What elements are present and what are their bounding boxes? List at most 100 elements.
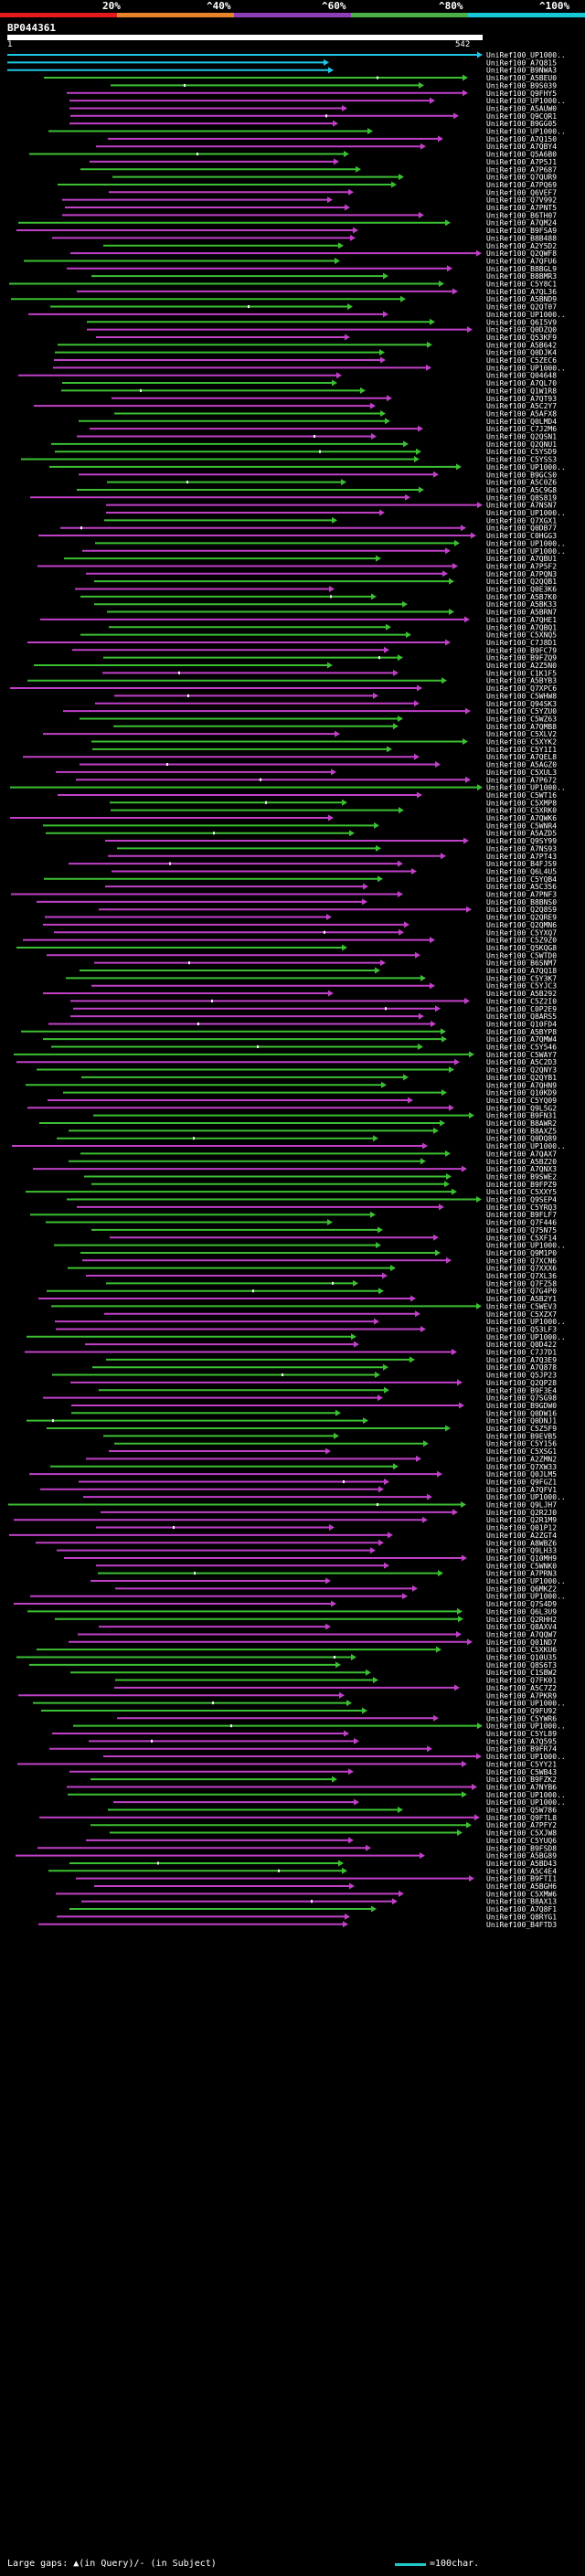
- hit-row[interactable]: UniRef100_Q5KQG8: [16, 944, 557, 952]
- hit-row[interactable]: UniRef100_Q9LH33: [57, 1547, 557, 1555]
- hit-label[interactable]: UniRef100_B9SWE2: [486, 1172, 557, 1181]
- hit-label[interactable]: UniRef100_A5BG89: [486, 1852, 557, 1860]
- hit-row[interactable]: UniRef100_C5YXQ7: [54, 928, 557, 937]
- hit-label[interactable]: UniRef100_UP1000..: [486, 311, 566, 319]
- hit-row[interactable]: UniRef100_UP1000..: [83, 1493, 566, 1501]
- hit-label[interactable]: UniRef100_C5XF14: [486, 1234, 557, 1242]
- hit-label[interactable]: UniRef100_A7P672: [486, 776, 557, 784]
- hit-label[interactable]: UniRef100_B9FPZ9: [486, 1181, 557, 1189]
- hit-label[interactable]: UniRef100_B8BMR3: [486, 272, 557, 281]
- hit-label[interactable]: UniRef100_B9GG05: [486, 120, 557, 128]
- hit-label[interactable]: UniRef100_A5BD43: [486, 1860, 557, 1868]
- hit-row[interactable]: UniRef100_B9GG05: [69, 120, 557, 128]
- hit-row[interactable]: UniRef100_Q7F446: [46, 1219, 557, 1227]
- hit-row[interactable]: UniRef100_A7P672: [76, 776, 557, 784]
- hit-label[interactable]: UniRef100_Q01ND7: [486, 1638, 557, 1647]
- hit-row[interactable]: UniRef100_C0HGG3: [38, 532, 557, 540]
- hit-label[interactable]: UniRef100_Q7XCN6: [486, 1256, 557, 1265]
- hit-label[interactable]: UniRef100_A7QHN9: [486, 1081, 557, 1089]
- hit-label[interactable]: UniRef100_C5XRK0: [486, 807, 557, 815]
- hit-row[interactable]: UniRef100_C5Z9Z0: [23, 937, 557, 945]
- hit-label[interactable]: UniRef100_Q5W786: [486, 1807, 557, 1815]
- hit-label[interactable]: UniRef100_A5B642: [486, 341, 557, 349]
- hit-label[interactable]: UniRef100_A5BZ20: [486, 1158, 557, 1166]
- hit-label[interactable]: UniRef100_A5BND9: [486, 295, 557, 303]
- hit-row[interactable]: UniRef100_A7NYB6: [67, 1783, 557, 1791]
- hit-label[interactable]: UniRef100_Q8ARS5: [486, 1012, 557, 1021]
- hit-row[interactable]: UniRef100_A5BD43: [69, 1860, 557, 1868]
- hit-label[interactable]: UniRef100_Q53LF3: [486, 1325, 557, 1333]
- hit-label[interactable]: UniRef100_A7QQ18: [486, 967, 557, 975]
- hit-label[interactable]: UniRef100_B9FZK2: [486, 1776, 557, 1784]
- hit-label[interactable]: UniRef100_Q0JLM5: [486, 1470, 557, 1479]
- hit-row[interactable]: UniRef100_A7QFV1: [40, 1486, 557, 1494]
- hit-label[interactable]: UniRef100_Q6L4U5: [486, 867, 557, 875]
- hit-label[interactable]: UniRef100_Q5A6B0: [486, 151, 557, 159]
- hit-row[interactable]: UniRef100_Q53KF9: [96, 334, 557, 342]
- hit-row[interactable]: UniRef100_A5BND9: [11, 295, 557, 303]
- hit-label[interactable]: UniRef100_C0P2E9: [486, 1005, 557, 1013]
- hit-label[interactable]: UniRef100_C5Y156: [486, 1440, 557, 1448]
- hit-label[interactable]: UniRef100_A7QMW4: [486, 1035, 557, 1044]
- hit-row[interactable]: UniRef100_UP1000..: [106, 509, 566, 517]
- hit-row[interactable]: UniRef100_B9FZQ9: [103, 654, 557, 663]
- hit-row[interactable]: UniRef100_UP1000..: [53, 364, 566, 372]
- hit-row[interactable]: UniRef100_A5C7Z2: [114, 1684, 557, 1692]
- hit-row[interactable]: UniRef100_B8B488: [52, 234, 557, 242]
- hit-row[interactable]: UniRef100_A7QL36: [77, 288, 557, 296]
- hit-row[interactable]: UniRef100_Q9L5G2: [27, 1104, 557, 1112]
- hit-label[interactable]: UniRef100_A5C2D3: [486, 1058, 557, 1066]
- hit-row[interactable]: UniRef100_C5XYK2: [91, 738, 557, 747]
- hit-row[interactable]: UniRef100_A5C0Z6: [107, 479, 557, 487]
- hit-row[interactable]: UniRef100_B9FPZ9: [91, 1181, 557, 1189]
- hit-label[interactable]: UniRef100_Q9FHY5: [486, 90, 557, 98]
- hit-row[interactable]: UniRef100_UP1000..: [7, 51, 566, 59]
- hit-row[interactable]: UniRef100_C5Y8C1: [9, 281, 557, 289]
- hit-label[interactable]: UniRef100_Q9SY99: [486, 837, 557, 845]
- hit-row[interactable]: UniRef100_C5YSD9: [55, 448, 557, 456]
- hit-row[interactable]: UniRef100_A5AFX8: [114, 409, 557, 418]
- hit-row[interactable]: UniRef100_B9FSA9: [16, 227, 557, 235]
- hit-row[interactable]: UniRef100_Q9LJH7: [8, 1501, 557, 1510]
- hit-label[interactable]: UniRef100_Q0DW16: [486, 1409, 557, 1417]
- hit-row[interactable]: UniRef100_B9FTI1: [76, 1875, 557, 1883]
- hit-row[interactable]: UniRef100_Q0E3K6: [75, 586, 557, 594]
- hit-label[interactable]: UniRef100_A7P5F2: [486, 562, 557, 570]
- hit-label[interactable]: UniRef100_Q1W1R8: [486, 387, 557, 395]
- hit-row[interactable]: UniRef100_C5YQ09: [48, 1097, 557, 1105]
- hit-row[interactable]: UniRef100_Q7QUR9: [112, 174, 557, 182]
- hit-row[interactable]: UniRef100_Q9FGZ1: [79, 1478, 557, 1486]
- hit-label[interactable]: UniRef100_B9FSA9: [486, 227, 557, 235]
- hit-row[interactable]: UniRef100_C5YRQ3: [77, 1203, 557, 1212]
- hit-label[interactable]: UniRef100_Q5JP23: [486, 1372, 557, 1380]
- hit-label[interactable]: UniRef100_A5C9G8: [486, 486, 557, 494]
- hit-row[interactable]: UniRef100_B9GCS0: [79, 471, 557, 479]
- hit-row[interactable]: UniRef100_A5B292: [43, 990, 557, 998]
- hit-label[interactable]: UniRef100_A7QFV1: [486, 1486, 557, 1494]
- hit-row[interactable]: UniRef100_C5XF14: [110, 1234, 557, 1242]
- hit-row[interactable]: UniRef100_Q7XGX1: [104, 516, 557, 525]
- hit-row[interactable]: UniRef100_A7NS93: [117, 844, 557, 853]
- hit-row[interactable]: UniRef100_B8BNS0: [37, 898, 557, 906]
- hit-label[interactable]: UniRef100_Q2RHH2: [486, 1616, 557, 1624]
- hit-row[interactable]: UniRef100_Q0DZQ0: [87, 326, 557, 334]
- hit-row[interactable]: UniRef100_UP1000..: [55, 1318, 566, 1326]
- hit-label[interactable]: UniRef100_A5BYB3: [486, 677, 557, 685]
- hit-label[interactable]: UniRef100_Q0LMD4: [486, 418, 557, 426]
- hit-row[interactable]: UniRef100_A7PQ69: [58, 181, 557, 189]
- hit-label[interactable]: UniRef100_A7Q815: [486, 58, 557, 67]
- hit-label[interactable]: UniRef100_UP1000..: [486, 364, 566, 372]
- hit-row[interactable]: UniRef100_Q75N75: [91, 1226, 557, 1235]
- hit-label[interactable]: UniRef100_Q7XW33: [486, 1463, 557, 1471]
- hit-row[interactable]: UniRef100_C5YSS3: [21, 456, 557, 464]
- hit-row[interactable]: UniRef100_Q0D422: [85, 1341, 557, 1349]
- hit-label[interactable]: UniRef100_C5WTD0: [486, 951, 557, 959]
- hit-row[interactable]: UniRef100_C1SBW2: [70, 1669, 557, 1677]
- hit-label[interactable]: UniRef100_UP1000..: [486, 784, 566, 792]
- hit-label[interactable]: UniRef100_C5XSG1: [486, 1447, 557, 1456]
- hit-row[interactable]: UniRef100_UP1000..: [95, 539, 566, 547]
- hit-label[interactable]: UniRef100_A7Q595: [486, 1737, 557, 1745]
- hit-label[interactable]: UniRef100_A2ZGT4: [486, 1532, 557, 1540]
- hit-row[interactable]: UniRef100_B9S039: [111, 81, 557, 90]
- hit-label[interactable]: UniRef100_C5WAY7: [486, 1051, 557, 1059]
